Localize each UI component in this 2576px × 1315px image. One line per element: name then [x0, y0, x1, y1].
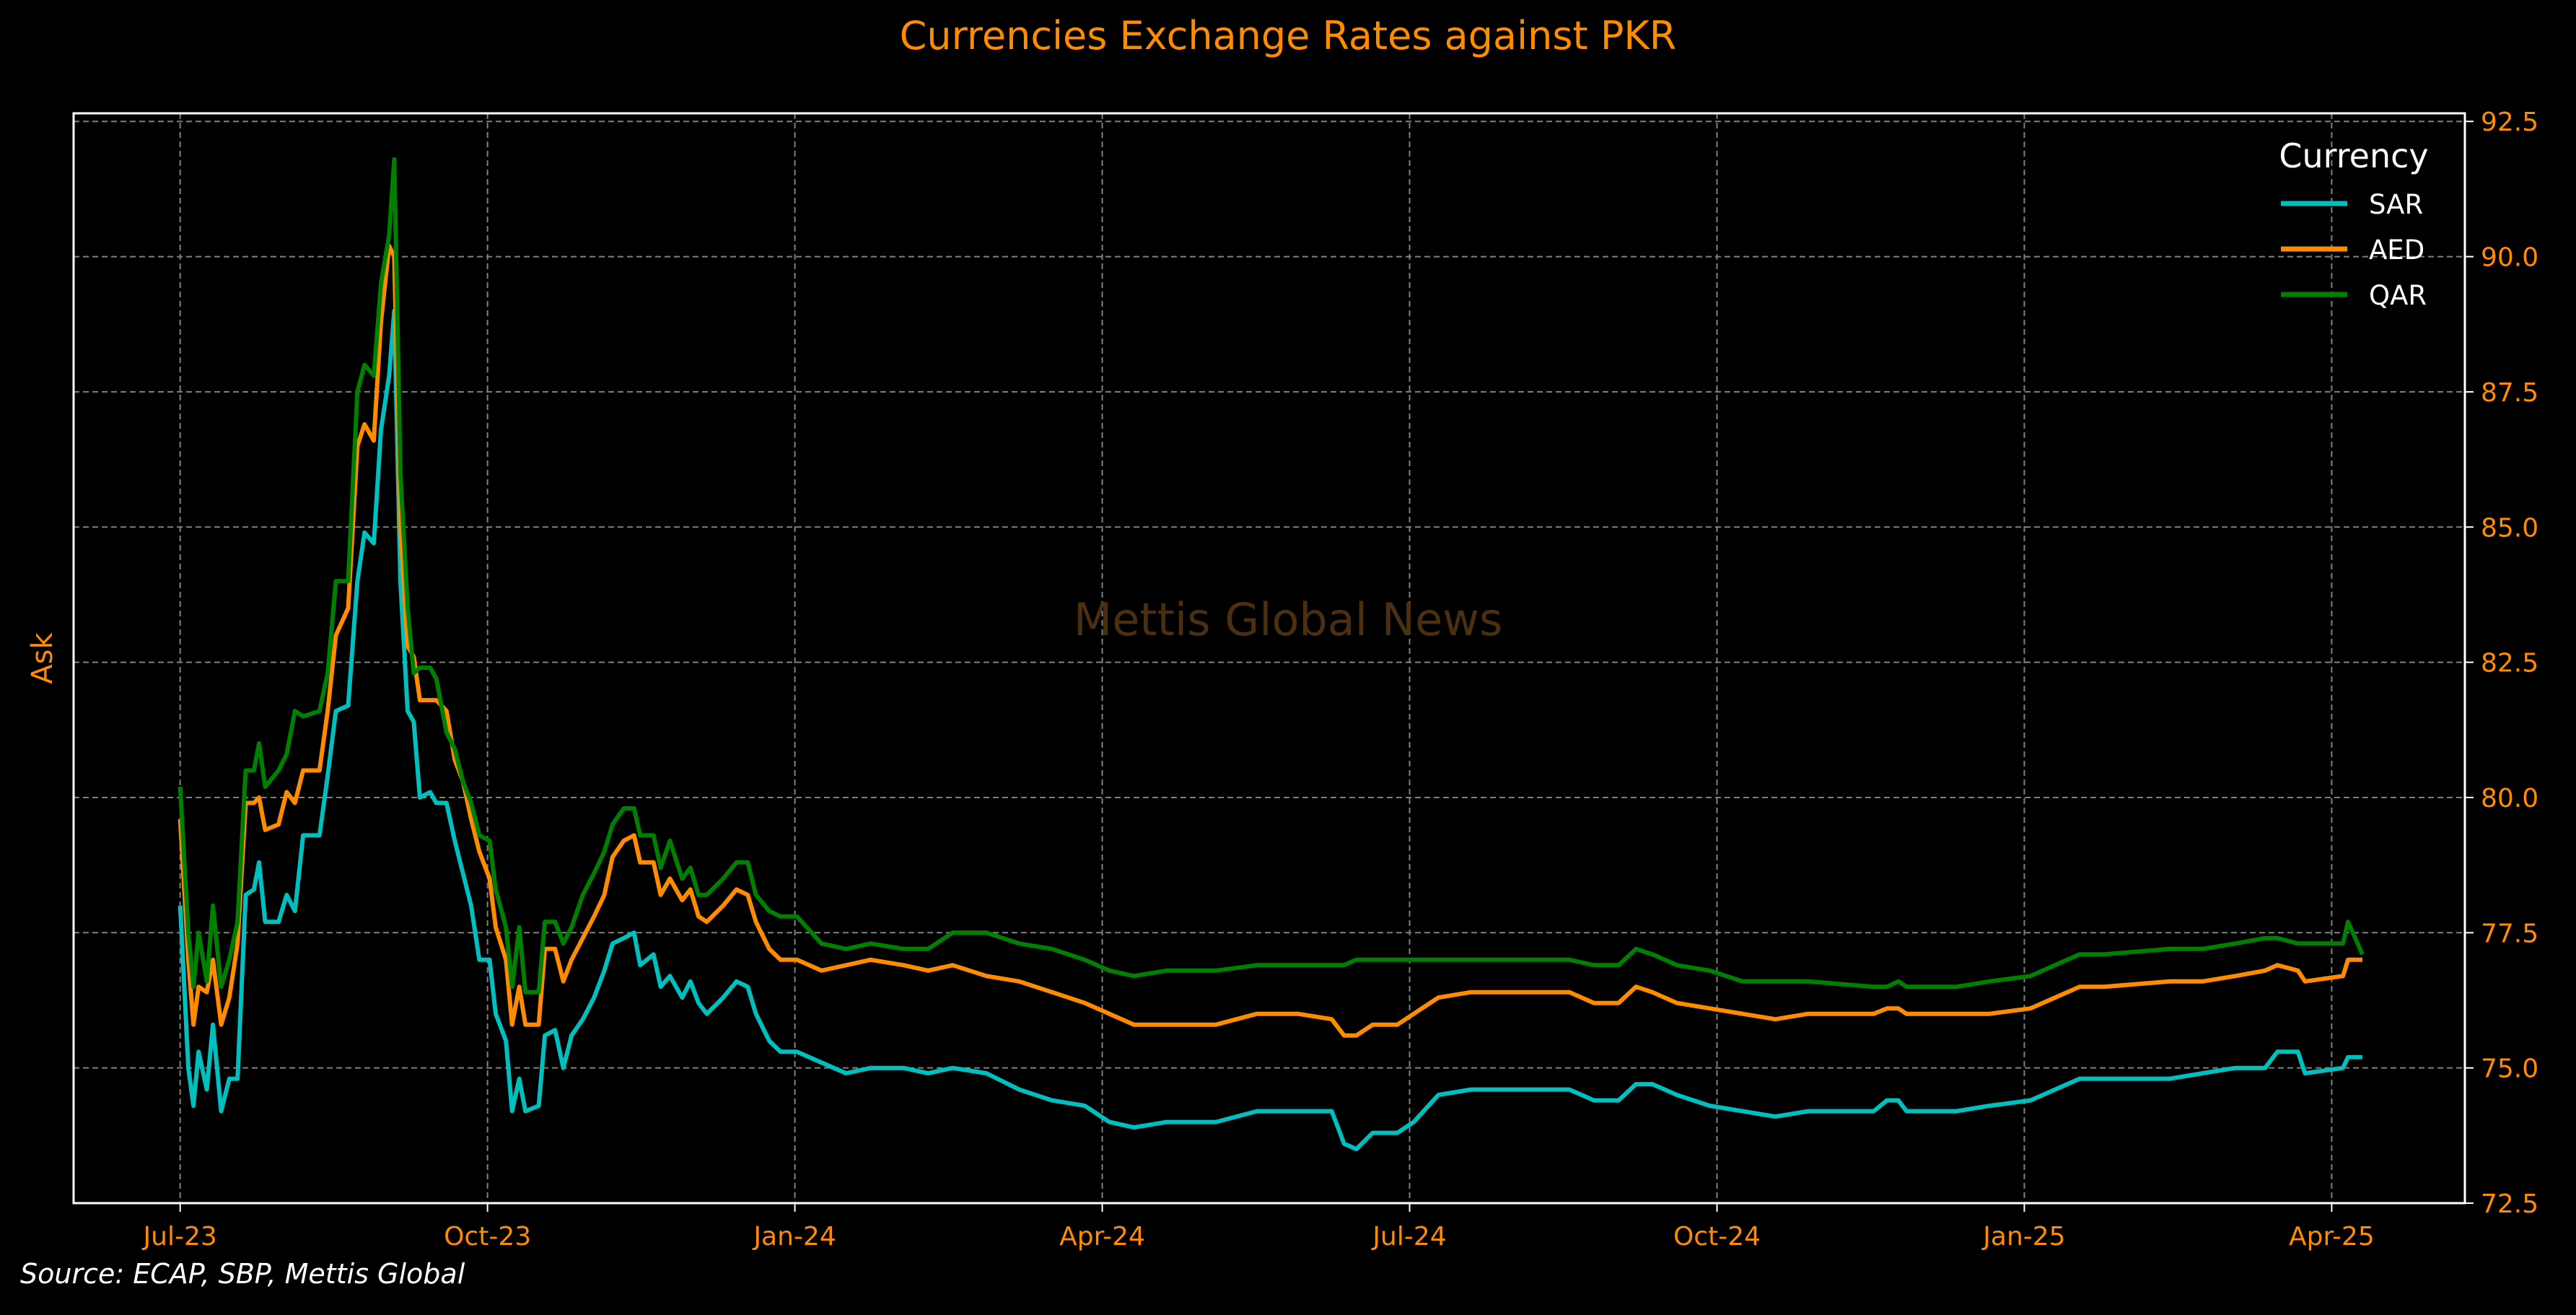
series-line-qar: [178, 157, 2365, 995]
y-tick-label: 82.5: [2481, 649, 2538, 678]
axis-ticks: Jul-23 Oct-23 Jan-24 Apr-24 Jul-24 Oct-24 Jan-…: [142, 108, 2539, 1251]
chart-title: Currencies Exchange Rates against PKR: [900, 13, 1677, 58]
series-line-aed: [178, 243, 2362, 1038]
legend-label-qar: QAR: [2369, 280, 2427, 311]
legend-label-aed: AED: [2369, 235, 2424, 266]
x-tick-label: Oct-23: [444, 1222, 531, 1251]
x-tick-label: Apr-24: [1059, 1222, 1145, 1251]
source-note: Source: ECAP, SBP, Mettis Global: [20, 1258, 465, 1290]
y-tick-label: 77.5: [2481, 919, 2538, 948]
series-lines: [178, 157, 2365, 1152]
y-tick-label: 80.0: [2481, 784, 2538, 813]
y-tick-label: 75.0: [2481, 1054, 2538, 1084]
x-tick-label: Jul-24: [1371, 1222, 1446, 1251]
y-tick-label: 90.0: [2481, 243, 2538, 273]
x-tick-label: Jul-23: [142, 1222, 217, 1251]
x-tick-label: Jan-24: [752, 1222, 836, 1251]
x-tick-label: Jan-25: [1981, 1222, 2065, 1251]
watermark: Mettis Global News: [1074, 593, 1503, 646]
series-line-sar: [178, 308, 2362, 1152]
y-tick-label: 72.5: [2481, 1189, 2538, 1219]
y-axis-label: Ask: [26, 632, 59, 683]
y-tick-label: 85.0: [2481, 513, 2538, 543]
plot-frame: [72, 112, 2466, 1205]
legend: Currency SAR AED QAR: [2279, 136, 2428, 311]
x-tick-label: Oct-24: [1673, 1222, 1761, 1251]
y-tick-label: 87.5: [2481, 378, 2538, 408]
y-tick-label: 92.5: [2481, 108, 2538, 137]
legend-label-sar: SAR: [2369, 189, 2423, 220]
legend-title: Currency: [2279, 136, 2428, 175]
x-tick-label: Apr-25: [2289, 1222, 2375, 1251]
